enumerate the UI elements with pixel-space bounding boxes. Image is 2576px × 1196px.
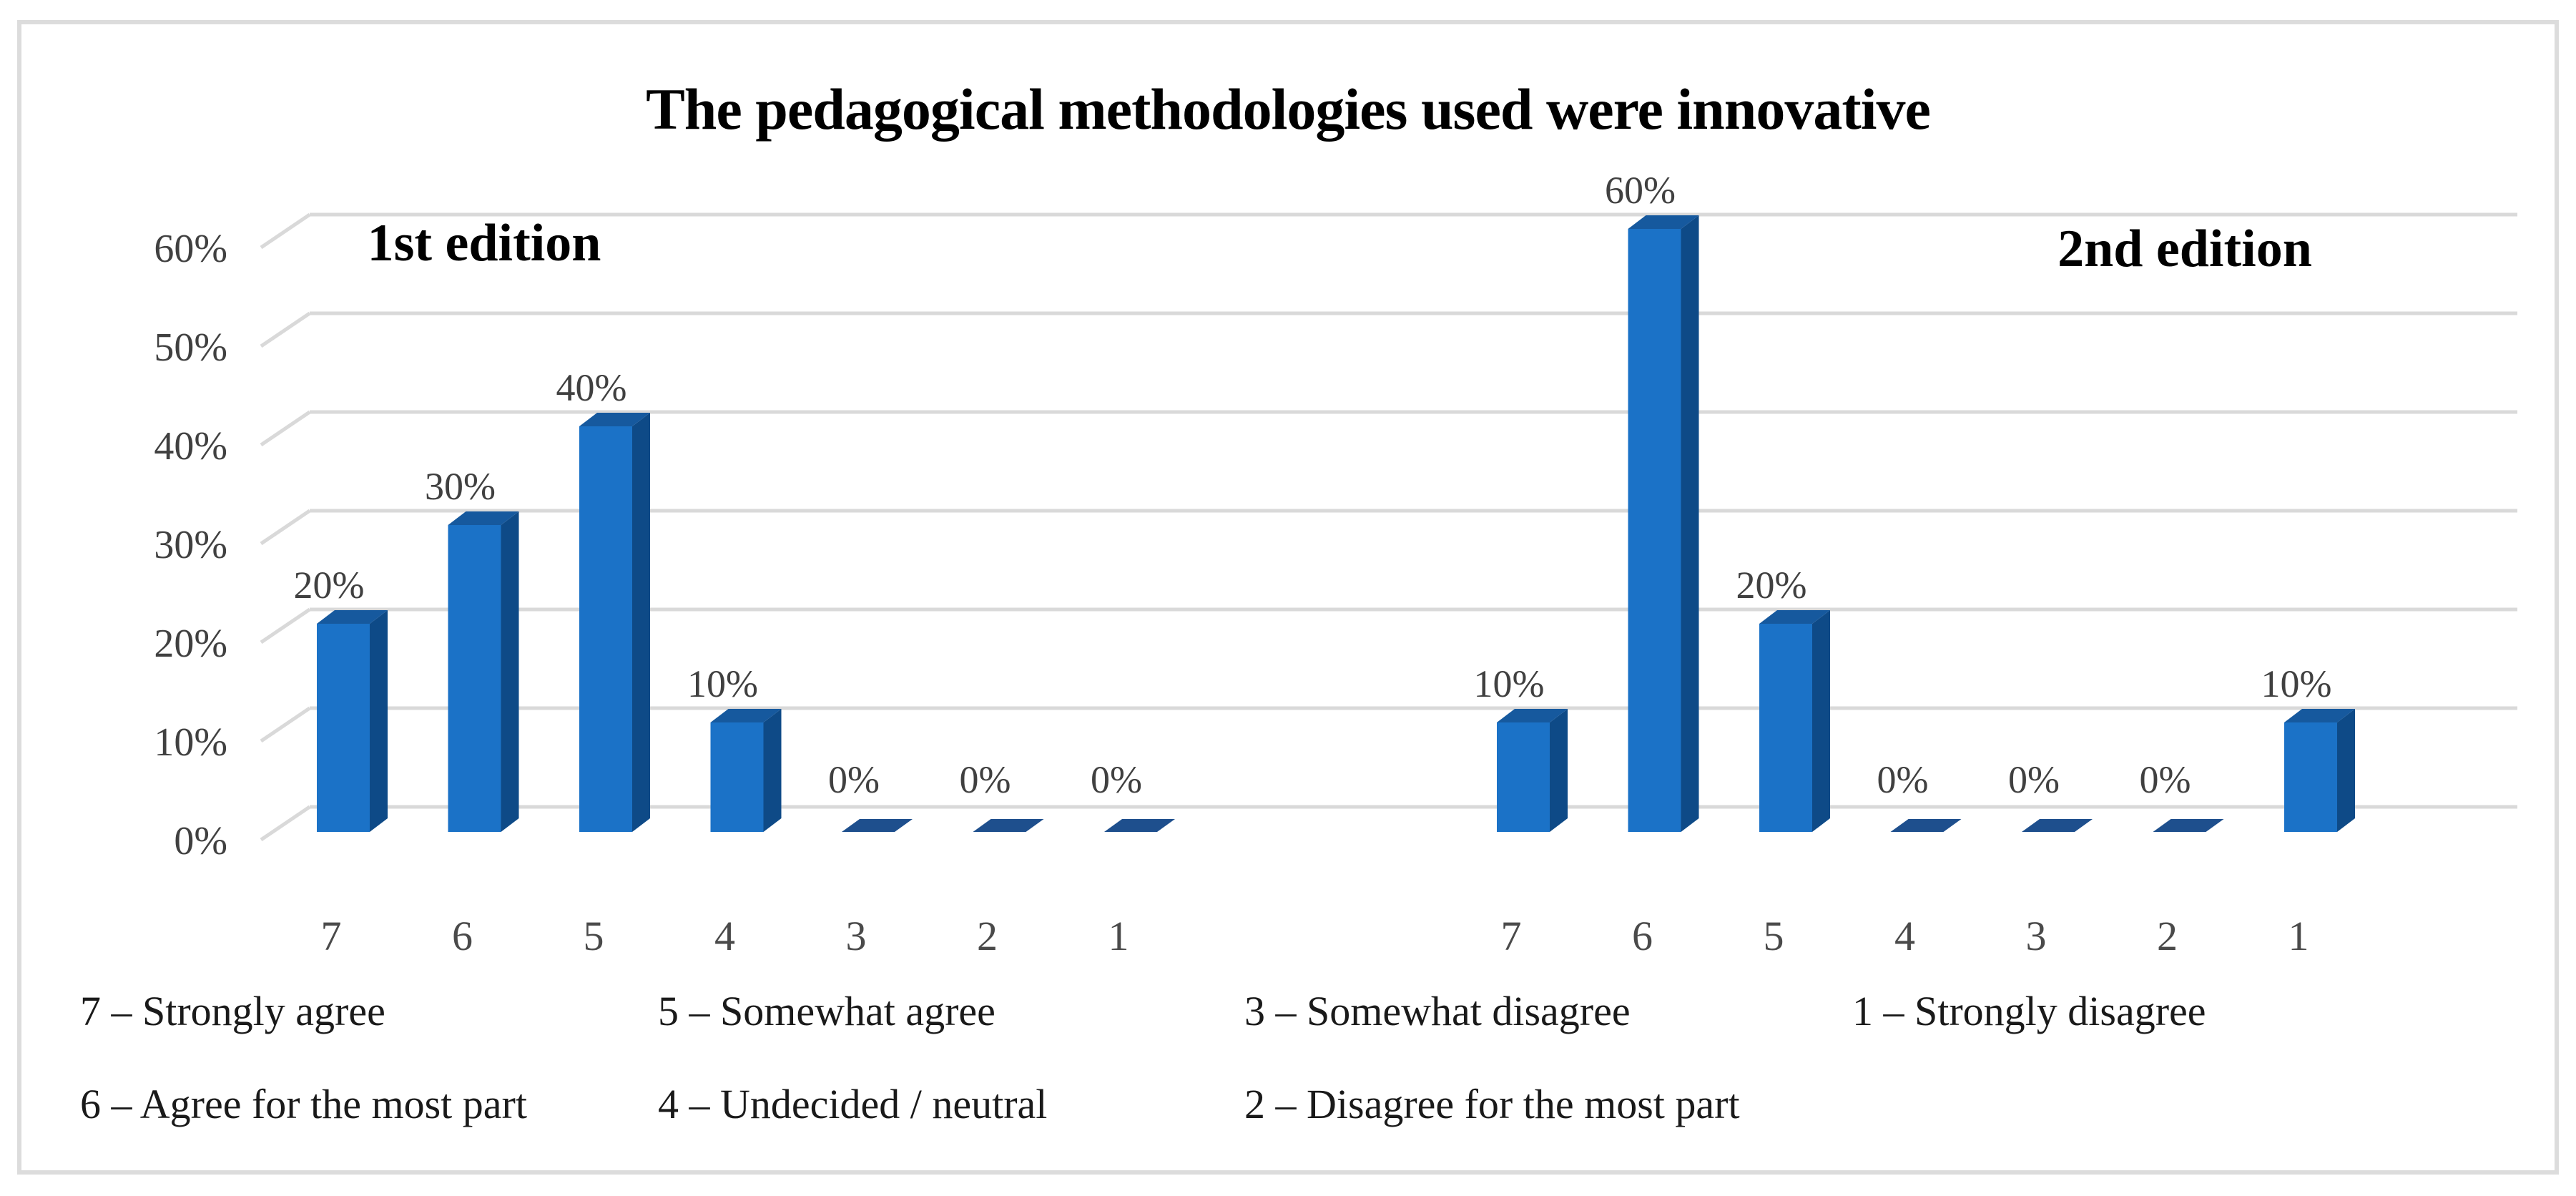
bar-2nd-cat4-zero xyxy=(1890,819,1962,832)
group-label-2nd-edition: 2nd edition xyxy=(2058,220,2312,278)
legend-item-3: 3 – Somewhat disagree xyxy=(1244,988,1631,1034)
y-axis-label-50%: 50% xyxy=(154,325,227,370)
legend-item-1: 1 – Strongly disagree xyxy=(1852,988,2206,1034)
bar-1st-cat4-top xyxy=(710,709,782,722)
data-label-2nd-cat2: 0% xyxy=(2140,758,2191,801)
data-label-1st-cat2: 0% xyxy=(960,758,1011,801)
y-axis-label-40%: 40% xyxy=(154,424,227,469)
x-category-label-1st-1: 1 xyxy=(1108,913,1129,959)
data-label-2nd-cat4: 0% xyxy=(1877,758,1929,801)
bar-1st-cat4-side xyxy=(763,709,782,832)
bar-1st-cat4-front xyxy=(710,722,764,832)
x-category-label-1st-7: 7 xyxy=(321,913,342,959)
bar-1st-cat3-zero xyxy=(842,819,913,832)
x-category-label-2nd-3: 3 xyxy=(2026,913,2047,959)
data-label-1st-cat7: 20% xyxy=(294,564,365,607)
bar-1st-cat5-top xyxy=(579,413,650,426)
x-category-label-1st-4: 4 xyxy=(714,913,735,959)
bar-1st-cat6-side xyxy=(501,511,519,832)
data-label-1st-cat1: 0% xyxy=(1091,758,1142,801)
bar-2nd-cat5-top xyxy=(1759,610,1830,624)
gridline-diagonal-30% xyxy=(260,509,311,546)
bar-1st-cat1-zero xyxy=(1104,819,1175,832)
legend-item-7: 7 – Strongly agree xyxy=(80,988,385,1034)
bar-2nd-cat2-zero xyxy=(2153,819,2224,832)
gridline-diagonal-10% xyxy=(260,706,311,743)
bar-2nd-cat6-side xyxy=(1681,215,1699,832)
gridline-diagonal-50% xyxy=(260,311,311,348)
x-category-label-1st-3: 3 xyxy=(846,913,867,959)
y-axis-label-20%: 20% xyxy=(154,622,227,666)
gridline-diagonal-40% xyxy=(260,410,311,447)
legend-item-4: 4 – Undecided / neutral xyxy=(658,1081,1048,1127)
bar-2nd-cat3-zero xyxy=(2022,819,2093,832)
bar-2nd-cat7-front xyxy=(1497,722,1550,832)
data-label-1st-cat6: 30% xyxy=(425,465,496,508)
data-label-1st-cat5: 40% xyxy=(556,366,627,409)
y-axis-label-60%: 60% xyxy=(154,227,227,271)
x-category-label-1st-6: 6 xyxy=(452,913,473,959)
bar-2nd-cat1-top xyxy=(2284,709,2355,722)
bar-1st-cat7-front xyxy=(317,624,370,832)
y-axis-label-30%: 30% xyxy=(154,523,227,567)
group-label-1st-edition: 1st edition xyxy=(367,214,601,273)
x-category-label-2nd-4: 4 xyxy=(1894,913,1915,959)
x-category-label-2nd-2: 2 xyxy=(2157,913,2178,959)
y-axis-label-0%: 0% xyxy=(174,819,227,863)
chart-title: The pedagogical methodologies used were … xyxy=(646,77,1931,142)
x-category-label-2nd-6: 6 xyxy=(1632,913,1653,959)
legend-item-5: 5 – Somewhat agree xyxy=(658,988,996,1034)
data-label-2nd-cat6: 60% xyxy=(1605,169,1676,212)
bar-2nd-cat5-side xyxy=(1812,610,1830,832)
data-label-2nd-cat5: 20% xyxy=(1736,564,1807,607)
x-category-label-2nd-7: 7 xyxy=(1501,913,1522,959)
data-label-2nd-cat1: 10% xyxy=(2261,662,2332,705)
bar-1st-cat2-zero xyxy=(973,819,1044,832)
x-category-label-2nd-1: 1 xyxy=(2289,913,2309,959)
gridline-diagonal-60% xyxy=(260,212,311,250)
chart-border xyxy=(17,20,2559,1175)
y-axis-label-10%: 10% xyxy=(154,720,227,765)
bar-2nd-cat5-front xyxy=(1759,624,1812,832)
bar-1st-cat7-side xyxy=(370,610,388,832)
data-label-1st-cat3: 0% xyxy=(828,758,880,801)
data-label-1st-cat4: 10% xyxy=(687,662,758,705)
bar-2nd-cat1-side xyxy=(2337,709,2355,832)
bar-1st-cat5-side xyxy=(632,413,650,832)
bar-1st-cat5-front xyxy=(579,426,632,832)
x-category-label-2nd-5: 5 xyxy=(1764,913,1784,959)
data-label-2nd-cat7: 10% xyxy=(1474,662,1545,705)
bar-1st-cat6-top xyxy=(448,511,519,525)
legend-item-2: 2 – Disagree for the most part xyxy=(1244,1081,1740,1127)
bar-1st-cat6-front xyxy=(448,525,501,832)
x-category-label-1st-5: 5 xyxy=(584,913,604,959)
bar-2nd-cat6-front xyxy=(1628,229,1681,832)
data-label-2nd-cat3: 0% xyxy=(2008,758,2060,801)
bar-2nd-cat7-side xyxy=(1550,709,1568,832)
gridline-diagonal-0% xyxy=(260,805,311,842)
legend-item-6: 6 – Agree for the most part xyxy=(80,1081,527,1127)
bar-2nd-cat1-front xyxy=(2284,722,2337,832)
x-category-label-1st-2: 2 xyxy=(977,913,998,959)
bar-1st-cat7-top xyxy=(317,610,388,624)
bar-2nd-cat6-top xyxy=(1628,215,1699,229)
gridline-diagonal-20% xyxy=(260,607,311,644)
bar-2nd-cat7-top xyxy=(1497,709,1568,722)
